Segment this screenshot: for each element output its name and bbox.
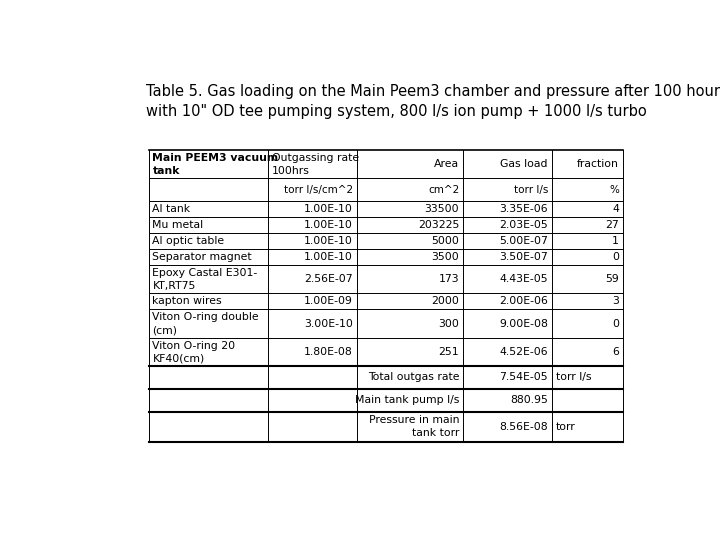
Text: torr l/s: torr l/s [556,373,591,382]
Text: kapton wires: kapton wires [153,296,222,307]
Text: 300: 300 [438,319,459,329]
Text: Viton O-ring 20
KF40(cm): Viton O-ring 20 KF40(cm) [153,341,235,363]
Text: 1: 1 [612,236,619,246]
Text: 251: 251 [438,347,459,357]
Text: 173: 173 [438,274,459,285]
Text: Pressure in main
tank torr: Pressure in main tank torr [369,415,459,438]
Text: fraction: fraction [577,159,619,169]
Text: 880.95: 880.95 [510,395,548,406]
Text: 203225: 203225 [418,220,459,230]
Text: Epoxy Castal E301-
KT,RT75: Epoxy Castal E301- KT,RT75 [153,268,258,291]
Text: 8.56E-08: 8.56E-08 [500,422,548,432]
Text: 2.56E-07: 2.56E-07 [304,274,353,285]
Text: 59: 59 [606,274,619,285]
Text: Al optic table: Al optic table [153,236,225,246]
Text: torr l/s: torr l/s [513,185,548,195]
Text: 3.00E-10: 3.00E-10 [304,319,353,329]
Text: 3.35E-06: 3.35E-06 [500,204,548,214]
Text: 33500: 33500 [425,204,459,214]
Text: 1.00E-10: 1.00E-10 [304,204,353,214]
Text: 3500: 3500 [431,252,459,262]
Text: 3: 3 [612,296,619,307]
Text: Total outgas rate: Total outgas rate [368,373,459,382]
Text: 4: 4 [612,204,619,214]
Text: Outgassing rate
100hrs: Outgassing rate 100hrs [271,153,359,176]
Text: 4.52E-06: 4.52E-06 [500,347,548,357]
Text: 27: 27 [606,220,619,230]
Text: 2000: 2000 [431,296,459,307]
Text: 2.00E-06: 2.00E-06 [499,296,548,307]
Text: Mu metal: Mu metal [153,220,204,230]
Text: 7.54E-05: 7.54E-05 [500,373,548,382]
Text: Main tank pump l/s: Main tank pump l/s [355,395,459,406]
Text: Al tank: Al tank [153,204,191,214]
Text: 1.80E-08: 1.80E-08 [304,347,353,357]
Text: Gas load: Gas load [500,159,548,169]
Text: 5.00E-07: 5.00E-07 [499,236,548,246]
Text: torr l/s/cm^2: torr l/s/cm^2 [284,185,353,195]
Text: 4.43E-05: 4.43E-05 [500,274,548,285]
Text: torr: torr [556,422,575,432]
Text: 1.00E-09: 1.00E-09 [304,296,353,307]
Text: 1.00E-10: 1.00E-10 [304,236,353,246]
Text: Separator magnet: Separator magnet [153,252,252,262]
Text: Table 5. Gas loading on the Main Peem3 chamber and pressure after 100 hours
with: Table 5. Gas loading on the Main Peem3 c… [145,84,720,119]
Text: %: % [609,185,619,195]
Text: Area: Area [434,159,459,169]
Text: 0: 0 [612,319,619,329]
Text: 1.00E-10: 1.00E-10 [304,220,353,230]
Text: 5000: 5000 [431,236,459,246]
Text: cm^2: cm^2 [428,185,459,195]
Text: 9.00E-08: 9.00E-08 [499,319,548,329]
Text: 0: 0 [612,252,619,262]
Text: 3.50E-07: 3.50E-07 [499,252,548,262]
Text: Main PEEM3 vacuum
tank: Main PEEM3 vacuum tank [153,153,279,176]
Text: Viton O-ring double
(cm): Viton O-ring double (cm) [153,312,259,335]
Text: 2.03E-05: 2.03E-05 [499,220,548,230]
Text: 6: 6 [612,347,619,357]
Text: 1.00E-10: 1.00E-10 [304,252,353,262]
